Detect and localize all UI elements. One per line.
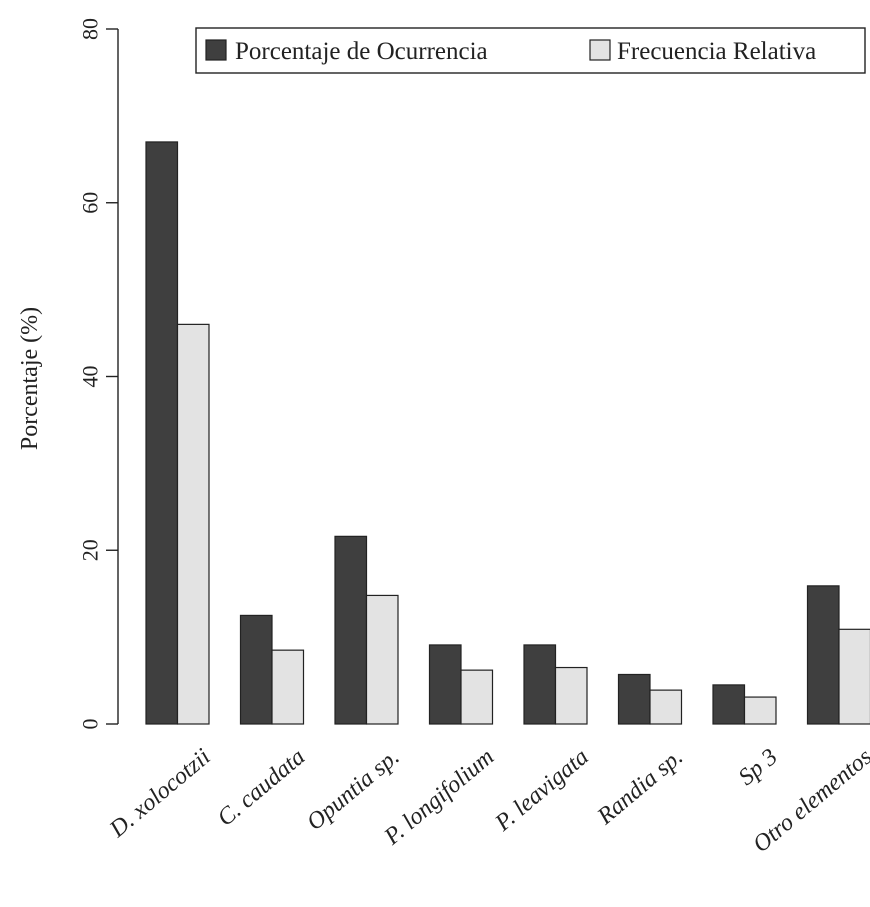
bar-ocurrencia-7	[806, 585, 840, 725]
legend: Porcentaje de Ocurrencia Frecuencia Relat…	[195, 27, 866, 74]
bar-ocurrencia-2	[334, 535, 368, 725]
bar-frecuencia-6	[743, 696, 777, 725]
bar-frecuencia-4	[554, 666, 588, 725]
bars-group	[145, 141, 870, 725]
bar-frecuencia-0	[176, 323, 210, 725]
bar-frecuencia-2	[365, 594, 399, 725]
legend-label: Porcentaje de Ocurrencia	[235, 38, 488, 65]
category-label: C. caudata	[213, 744, 310, 832]
bar-frecuencia-3	[460, 669, 494, 725]
category-label: Sp 3	[734, 744, 783, 791]
y-tick-label: 80	[78, 18, 103, 40]
category-label: Randia sp.	[592, 744, 688, 831]
bar-frecuencia-5	[649, 689, 683, 725]
bar-ocurrencia-0	[145, 141, 179, 725]
bar-ocurrencia-4	[523, 644, 557, 725]
bar-frecuencia-7	[838, 628, 870, 725]
legend-swatch	[205, 39, 227, 61]
y-axis-label: Porcentaje (%)	[17, 307, 43, 450]
bar-frecuencia-1	[271, 649, 305, 725]
y-axis: 0 20 40 60 80	[78, 18, 119, 730]
y-tick-label: 20	[78, 539, 103, 561]
bar-ocurrencia-3	[428, 644, 462, 725]
bar-ocurrencia-5	[617, 673, 651, 725]
legend-box	[195, 27, 866, 74]
bar-ocurrencia-6	[712, 684, 746, 725]
legend-swatch	[589, 39, 611, 61]
legend-label: Frecuencia Relativa	[617, 38, 816, 65]
category-label: P. leavigata	[490, 744, 594, 837]
y-tick-label: 0	[78, 719, 103, 730]
y-tick-label: 60	[78, 192, 103, 214]
category-label: D. xolocotzii	[104, 744, 215, 843]
y-tick-label: 40	[78, 366, 103, 388]
bar-ocurrencia-1	[239, 614, 273, 725]
